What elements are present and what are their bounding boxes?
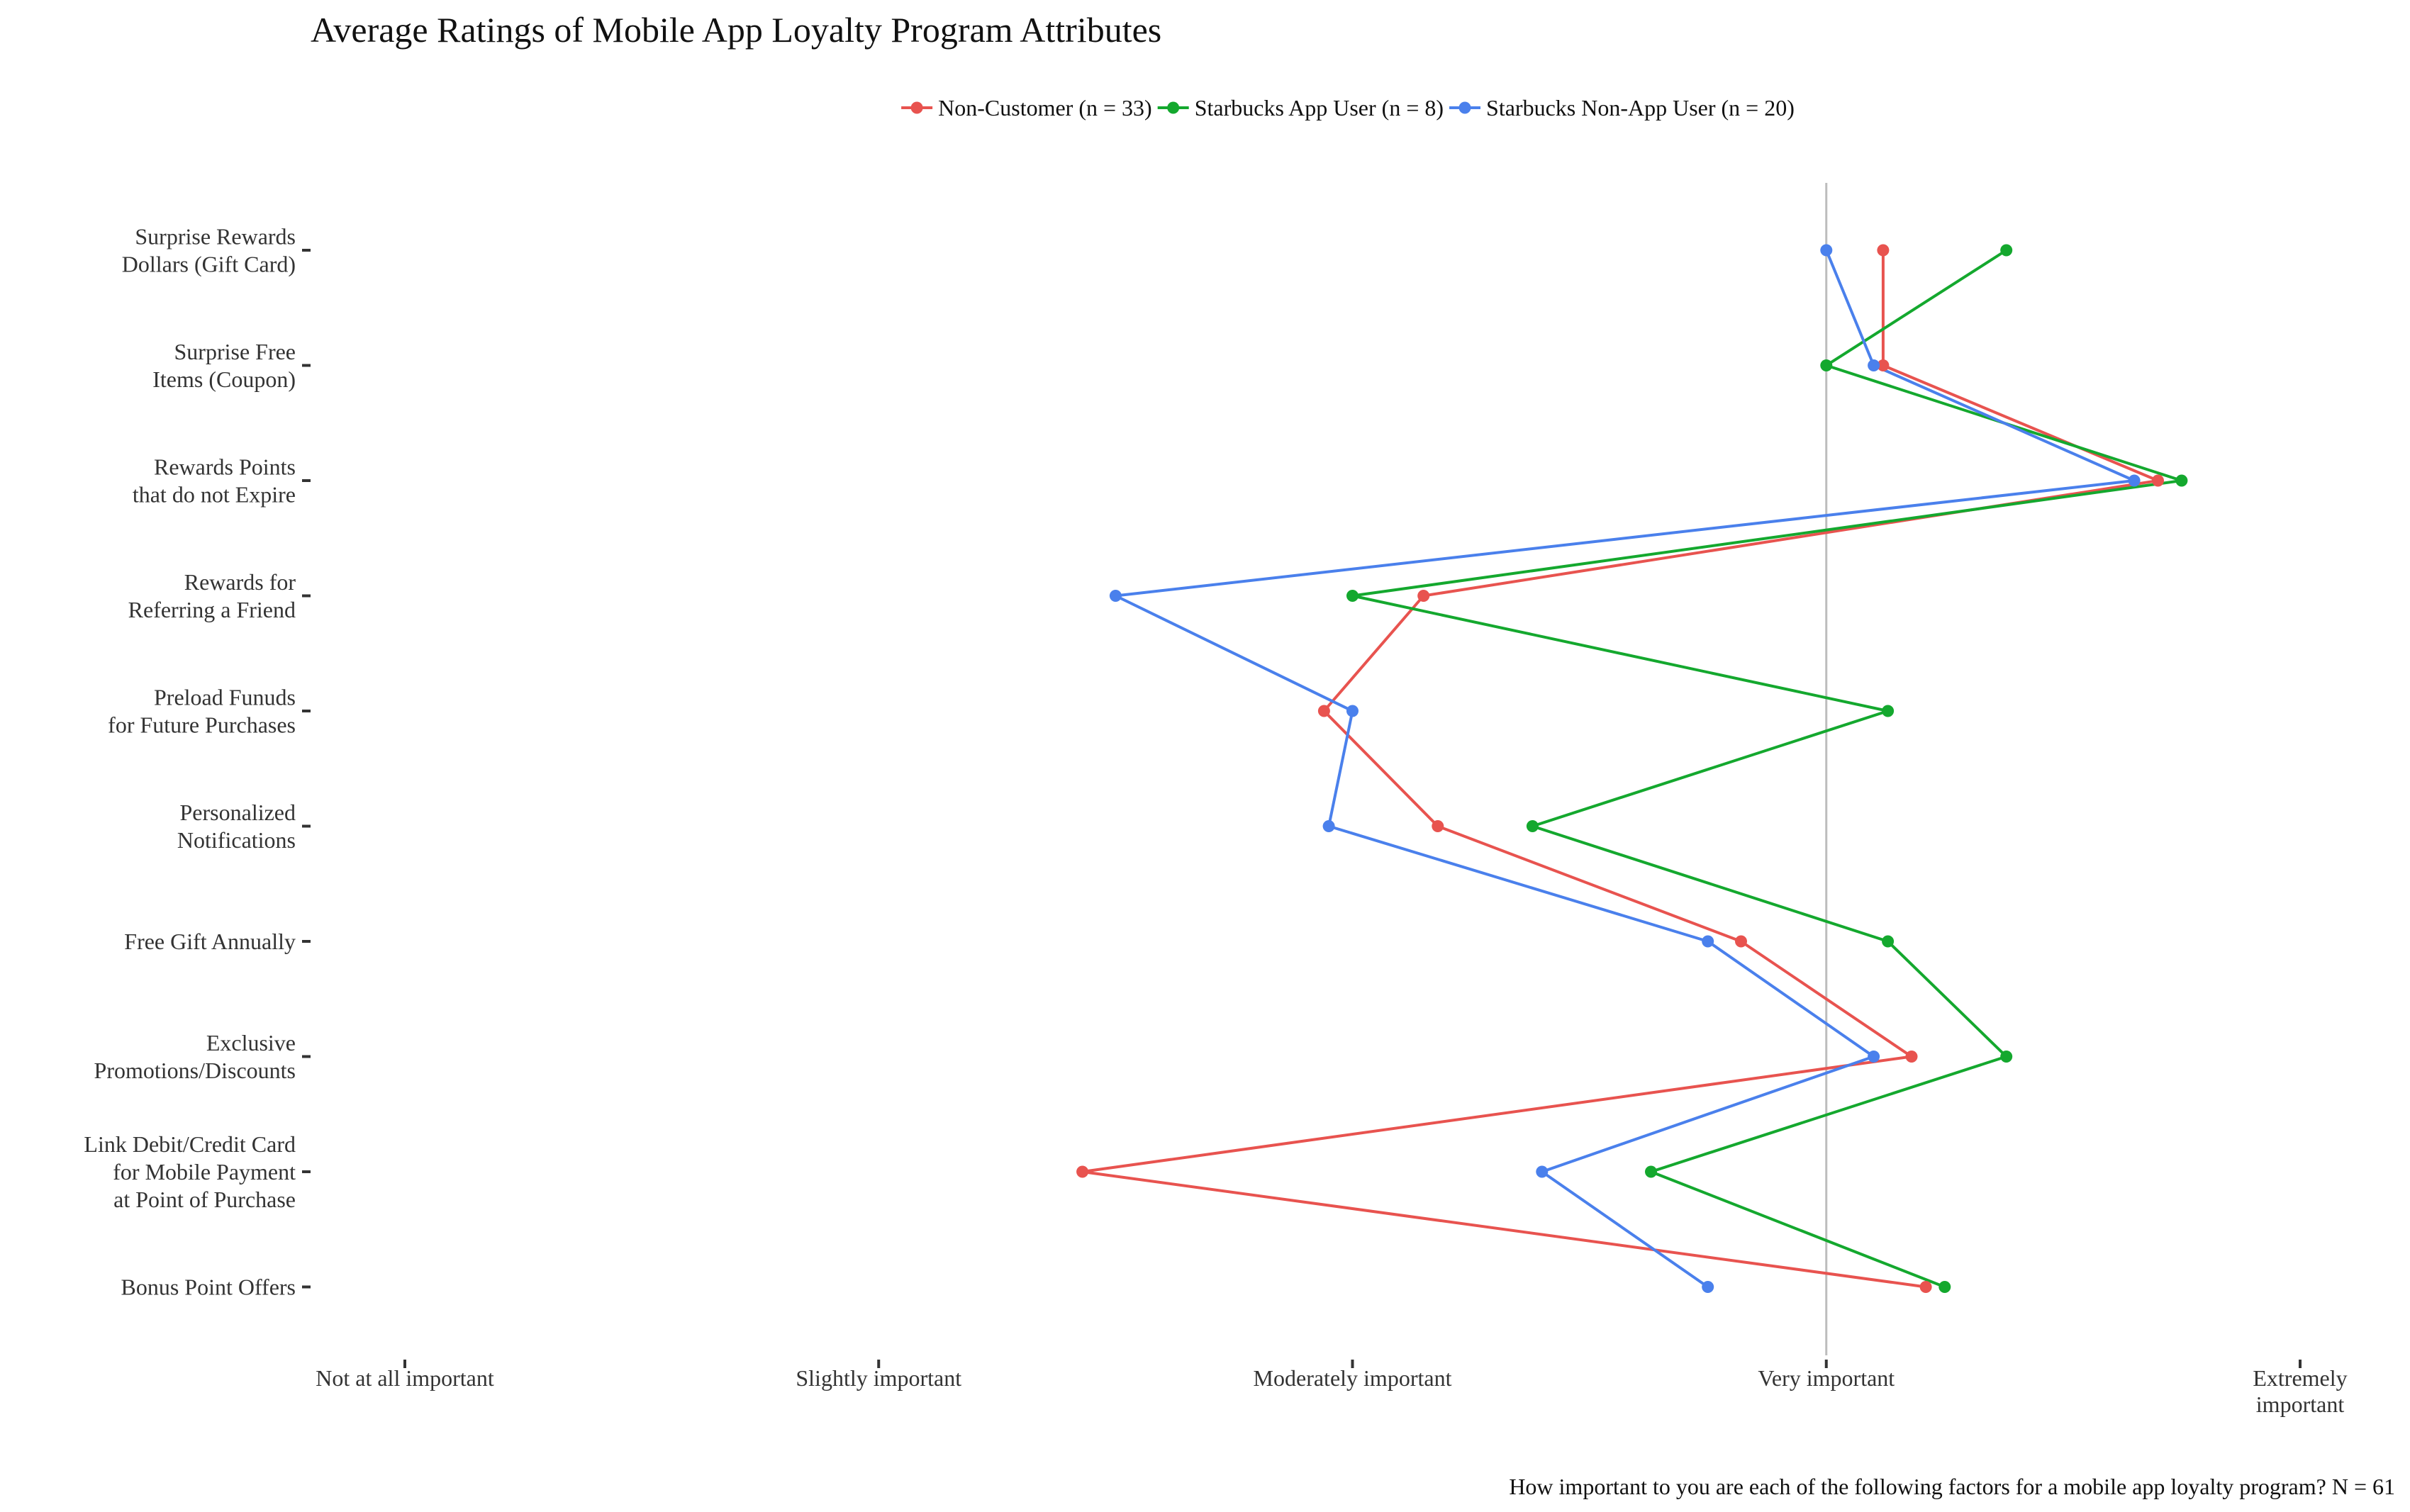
y-tick-label-line: Free Gift Annually [124, 929, 296, 954]
data-point [1868, 1051, 1880, 1063]
data-point [1882, 935, 1895, 948]
data-point [2000, 244, 2013, 257]
y-tick-label: Link Debit/Credit Card for Mobile Payment… [84, 1131, 296, 1212]
y-tick-label: Preload Funuds for Future Purchases [108, 685, 296, 738]
legend-key-point [1167, 101, 1180, 114]
series-lines [1081, 249, 2183, 1289]
x-tick-label-line: Moderately important [1254, 1365, 1452, 1391]
data-point [1820, 244, 1833, 257]
data-point [1919, 1281, 1932, 1293]
data-point [1432, 820, 1444, 832]
data-point [2000, 1051, 2013, 1063]
data-point [1735, 935, 1747, 948]
data-point [1536, 1165, 1549, 1178]
legend-item: Starbucks Non-App User (n = 20) [1449, 95, 1795, 121]
x-tick-label-line: Very important [1758, 1365, 1895, 1391]
y-tick-label-line: Rewards Points [154, 454, 296, 480]
y-tick-label-line: Link Debit/Credit Card [84, 1131, 296, 1157]
y-tick-label-line: for Mobile Payment [113, 1159, 296, 1185]
y-tick-label-line: that do not Expire [133, 482, 296, 508]
y-tick-label: Surprise Rewards Dollars (Gift Card) [122, 224, 296, 277]
data-point [1905, 1051, 1918, 1063]
data-point [1938, 1281, 1951, 1293]
data-point [1346, 590, 1359, 602]
data-point [1417, 590, 1430, 602]
y-tick-label-line: Preload Funuds [154, 685, 296, 710]
data-point [1076, 1165, 1089, 1178]
y-tick-label-line: Rewards for [184, 569, 296, 595]
data-point [1877, 359, 1890, 371]
x-tick-label: Slightly important [796, 1365, 961, 1391]
x-tick-label-line: Slightly important [796, 1365, 961, 1391]
x-tick-label: Not at all important [316, 1365, 494, 1391]
series-line [1351, 249, 2183, 1289]
legend-label: Starbucks Non-App User (n = 20) [1486, 95, 1795, 121]
data-point [1702, 935, 1714, 948]
y-tick-label-line: Exclusive [206, 1030, 296, 1055]
legend-label: Non-Customer (n = 33) [938, 95, 1152, 121]
x-axis: Not at all important Slightly important Mo… [316, 1360, 2348, 1417]
data-point [1109, 590, 1122, 602]
y-tick-label-line: for Future Purchases [108, 712, 296, 738]
chart-caption: How important to you are each of the fol… [1509, 1474, 2395, 1499]
series-line [1081, 250, 2160, 1289]
data-point [1526, 820, 1539, 832]
legend-item: Non-Customer (n = 33) [901, 95, 1152, 121]
y-tick-label-line: Referring a Friend [128, 597, 296, 622]
data-point [1882, 705, 1895, 717]
y-tick-label-line: Items (Coupon) [152, 366, 296, 392]
y-tick-label-line: Surprise Free [174, 339, 296, 364]
x-tick-label: Extremely important [2253, 1365, 2347, 1417]
legend-item: Starbucks App User (n = 8) [1157, 95, 1444, 121]
y-axis: Surprise Rewards Dollars (Gift Card)Surpr… [84, 224, 311, 1300]
legend-label: Starbucks App User (n = 8) [1195, 95, 1444, 121]
chart-title: Average Ratings of Mobile App Loyalty Pr… [311, 10, 1161, 50]
legend: Non-Customer (n = 33) Starbucks App User … [901, 95, 1795, 121]
data-point [1702, 1281, 1714, 1293]
data-point [1317, 705, 1330, 717]
x-tick-label-line: Extremely [2253, 1365, 2347, 1391]
y-tick-label: Free Gift Annually [124, 929, 296, 954]
legend-key-point [910, 101, 923, 114]
y-tick-label-line: at Point of Purchase [113, 1187, 296, 1212]
data-point [1322, 820, 1335, 832]
y-tick-label-line: Personalized [180, 800, 296, 825]
y-tick-label: Rewards Points that do not Expire [133, 454, 296, 508]
x-tick-label: Very important [1758, 1365, 1895, 1391]
y-tick-label: Exclusive Promotions/Discounts [94, 1030, 296, 1083]
data-point [1820, 359, 1833, 371]
y-tick-label: Personalized Notifications [177, 800, 296, 853]
x-tick-label: Moderately important [1254, 1365, 1452, 1391]
data-point [1346, 705, 1359, 717]
y-tick-label-line: Dollars (Gift Card) [122, 252, 296, 277]
legend-key-point [1458, 101, 1471, 114]
y-tick-label-line: Promotions/Discounts [94, 1058, 296, 1083]
data-point [2128, 474, 2141, 487]
series-points [1076, 244, 2188, 1293]
data-point [1868, 359, 1880, 371]
y-tick-label-line: Notifications [177, 827, 296, 853]
series-line [1114, 250, 2136, 1289]
y-tick-label-line: Surprise Rewards [135, 224, 296, 250]
y-tick-label: Bonus Point Offers [121, 1275, 296, 1300]
y-tick-label-line: Bonus Point Offers [121, 1275, 296, 1300]
x-tick-label-line: important [2256, 1391, 2345, 1417]
y-tick-label: Rewards for Referring a Friend [128, 569, 296, 622]
data-point [2175, 474, 2188, 487]
y-tick-label: Surprise Free Items (Coupon) [152, 339, 296, 392]
data-point [1645, 1165, 1657, 1178]
x-tick-label-line: Not at all important [316, 1365, 494, 1391]
data-point [1877, 244, 1890, 257]
data-point [2152, 474, 2164, 487]
